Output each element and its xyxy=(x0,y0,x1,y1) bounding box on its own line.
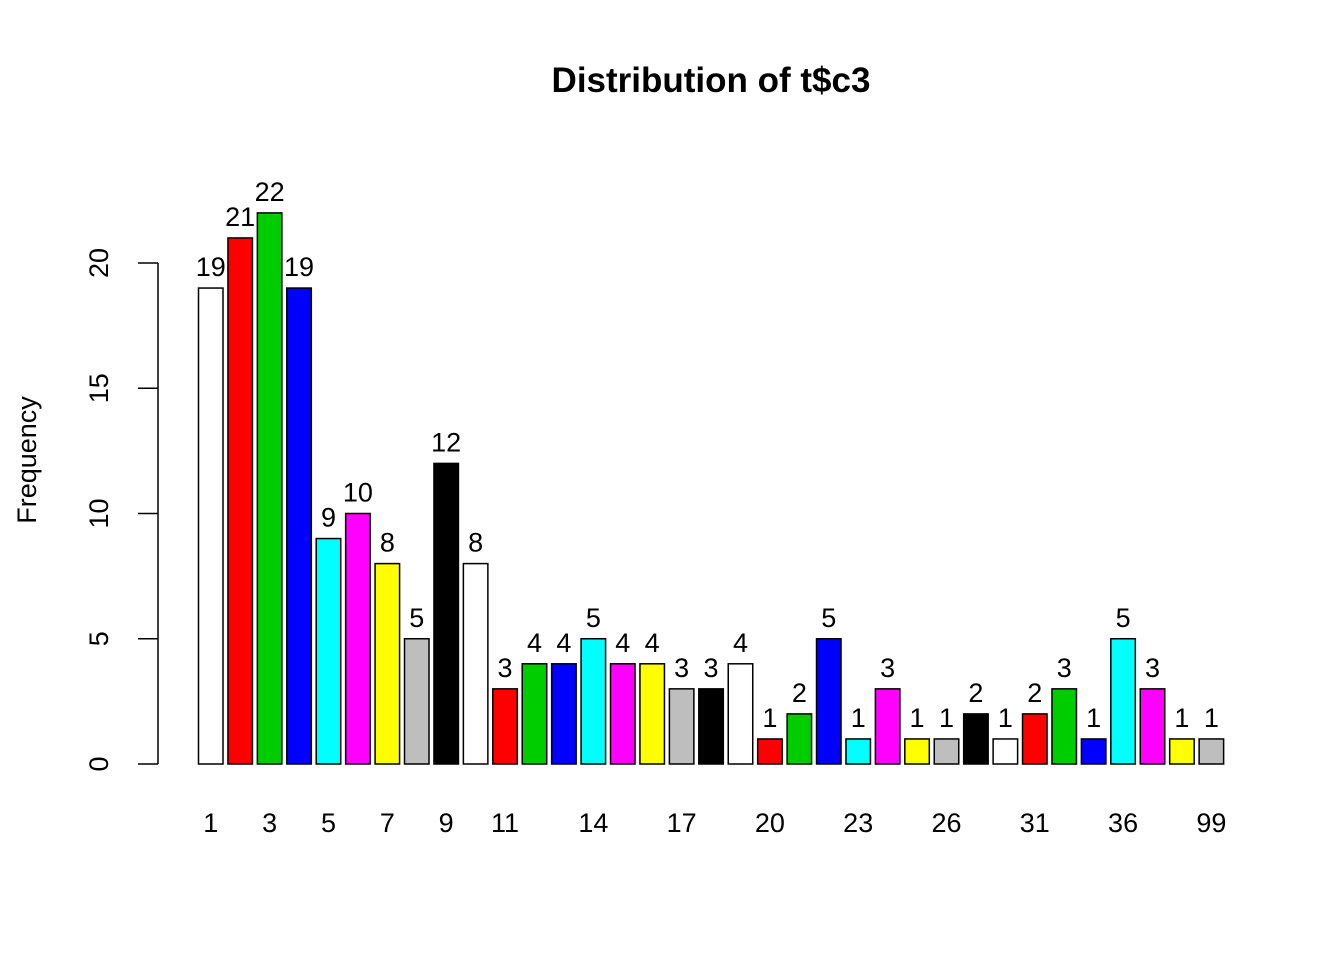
bar-18 xyxy=(698,688,725,765)
bar-25 xyxy=(904,738,931,765)
bar-6 xyxy=(344,512,371,765)
bar-22 xyxy=(815,638,842,765)
bar-5 xyxy=(315,537,342,765)
x-tick-label: 17 xyxy=(667,808,697,838)
bar-4 xyxy=(286,287,313,765)
bar-value-label: 1 xyxy=(939,703,954,733)
bar-3 xyxy=(256,212,283,765)
x-tick-label: 99 xyxy=(1196,808,1226,838)
bar-24 xyxy=(874,688,901,765)
bar-value-label: 1 xyxy=(1086,703,1101,733)
bar-value-label: 2 xyxy=(1027,678,1042,708)
bar-15 xyxy=(609,663,636,765)
bar-12 xyxy=(521,663,548,765)
bar-value-label: 1 xyxy=(851,703,866,733)
x-tick-label: 23 xyxy=(843,808,873,838)
bar-value-label: 5 xyxy=(821,603,836,633)
bar-2 xyxy=(227,237,254,765)
bar-37 xyxy=(1139,688,1166,765)
bar-value-label: 22 xyxy=(255,177,285,207)
y-tick-label: 5 xyxy=(84,631,114,646)
x-tick-label: 9 xyxy=(439,808,454,838)
bar-value-label: 3 xyxy=(1145,653,1160,683)
bar-36 xyxy=(1110,638,1137,765)
y-tick-label: 15 xyxy=(84,373,114,403)
bar-10 xyxy=(462,562,489,765)
chart-title: Distribution of t$c3 xyxy=(552,61,871,100)
x-tick-label: 1 xyxy=(203,808,218,838)
bar-8 xyxy=(403,638,430,765)
bar-27 xyxy=(962,713,989,765)
bar-value-label: 1 xyxy=(998,703,1013,733)
bar-value-label: 1 xyxy=(910,703,925,733)
bar-33 xyxy=(1080,738,1107,765)
bar-31 xyxy=(1021,713,1048,765)
bar-11 xyxy=(492,688,519,765)
bar-value-label: 4 xyxy=(645,628,660,658)
bar-value-label: 5 xyxy=(586,603,601,633)
bar-99 xyxy=(1198,738,1225,765)
bar-value-label: 4 xyxy=(556,628,571,658)
bar-value-label: 3 xyxy=(674,653,689,683)
bar-14 xyxy=(580,638,607,765)
bar-13 xyxy=(550,663,577,765)
bar-value-label: 4 xyxy=(733,628,748,658)
y-tick-label: 0 xyxy=(84,756,114,771)
x-tick-label: 3 xyxy=(262,808,277,838)
bar-21 xyxy=(786,713,813,765)
bar-23 xyxy=(845,738,872,765)
bar-value-label: 3 xyxy=(498,653,513,683)
bar-value-label: 12 xyxy=(431,427,461,457)
bar-value-label: 1 xyxy=(1174,703,1189,733)
bar-value-label: 8 xyxy=(468,528,483,558)
x-tick-label: 31 xyxy=(1020,808,1050,838)
bar-26 xyxy=(933,738,960,765)
bar-17 xyxy=(668,688,695,765)
x-tick-label: 26 xyxy=(931,808,961,838)
x-tick-label: 14 xyxy=(578,808,608,838)
y-tick-label: 10 xyxy=(84,498,114,528)
bar-1 xyxy=(197,287,224,765)
y-axis: 0 5 10 15 20 xyxy=(84,248,159,772)
bar-value-label: 3 xyxy=(704,653,719,683)
bar-value-label: 1 xyxy=(1204,703,1219,733)
x-tick-label: 36 xyxy=(1108,808,1138,838)
bar-28 xyxy=(992,738,1019,765)
x-tick-label: 5 xyxy=(321,808,336,838)
bar-19 xyxy=(727,663,754,765)
bar-value-label: 19 xyxy=(284,252,314,282)
x-tick-label: 7 xyxy=(380,808,395,838)
bar-value-label: 4 xyxy=(615,628,630,658)
bar-value-label: 1 xyxy=(762,703,777,733)
bar-value-label: 21 xyxy=(225,202,255,232)
x-tick-label: 20 xyxy=(755,808,785,838)
bar-value-label: 9 xyxy=(321,503,336,533)
bar-38 xyxy=(1168,738,1195,765)
x-tick-label: 11 xyxy=(491,808,519,838)
bar-value-label: 3 xyxy=(1057,653,1072,683)
bars xyxy=(197,212,1225,765)
bar-value-label: 2 xyxy=(968,678,983,708)
bar-value-label: 4 xyxy=(527,628,542,658)
bar-value-label: 5 xyxy=(409,603,424,633)
bar-16 xyxy=(639,663,666,765)
bar-value-label: 2 xyxy=(792,678,807,708)
x-axis-tick-labels: 1 3 5 7 9 11 14 17 20 23 26 31 36 99 xyxy=(203,808,1226,838)
bar-value-label: 19 xyxy=(196,252,226,282)
y-tick-label: 20 xyxy=(84,248,114,278)
bar-32 xyxy=(1051,688,1078,765)
bar-value-label: 8 xyxy=(380,528,395,558)
bar-20 xyxy=(756,738,783,765)
y-axis-label: Frequency xyxy=(12,396,42,524)
bar-value-label: 3 xyxy=(880,653,895,683)
bar-7 xyxy=(374,562,401,765)
bar-9 xyxy=(433,462,460,765)
bar-value-label: 5 xyxy=(1116,603,1131,633)
bar-value-label: 10 xyxy=(343,478,373,508)
